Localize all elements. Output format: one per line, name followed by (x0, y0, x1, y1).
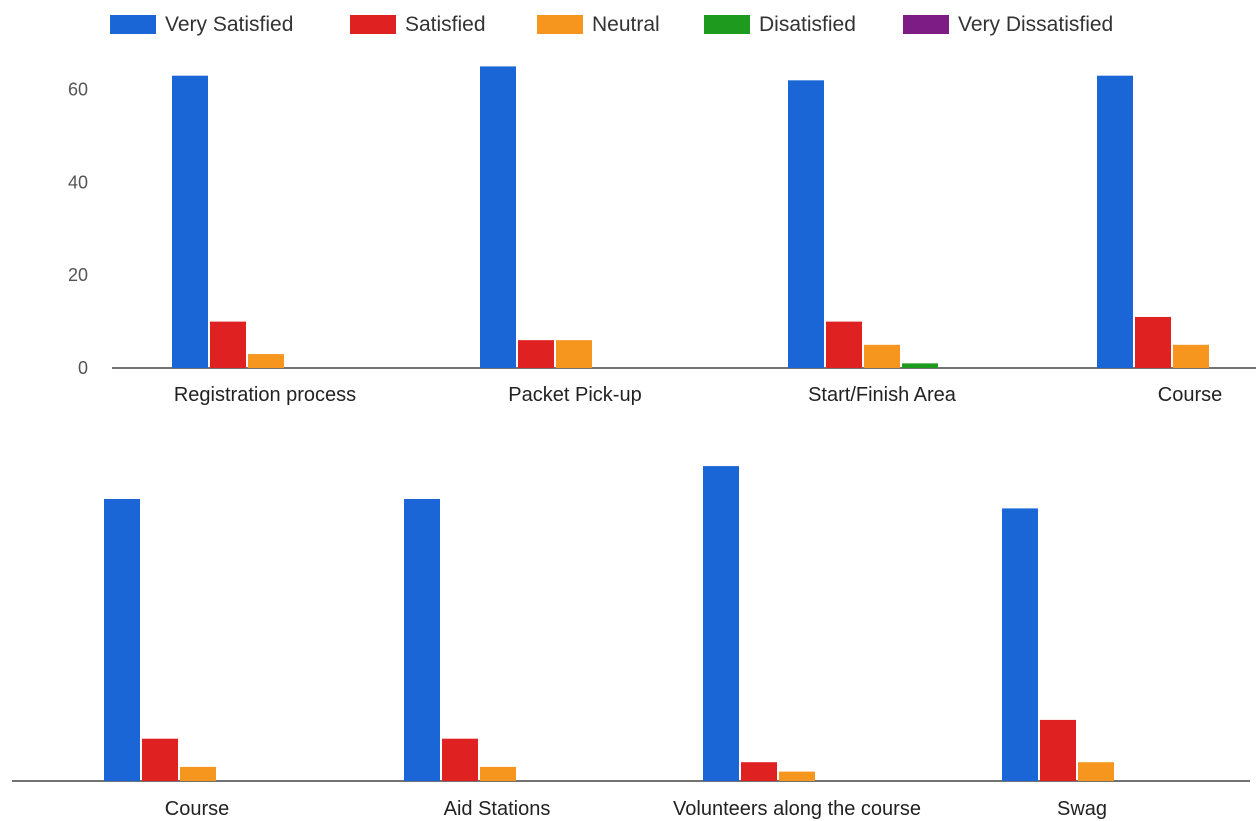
bar-neutral-packet-pick-up (556, 340, 592, 368)
legend-swatch-very-dissatisfied (903, 15, 949, 34)
y-tick-label: 20 (68, 265, 88, 285)
bar-satisfied-course (1135, 316, 1171, 368)
bar-very-satisfied-course (1097, 75, 1133, 369)
category-label-registration-process: Registration process (174, 384, 356, 406)
category-label-aid-stations: Aid Stations (444, 798, 551, 820)
chart-panel-bottom: Course Aid Stations Volunteers along the c… (12, 466, 1250, 820)
legend: Very Satisfied Satisfied Neutral Disatisfie… (110, 13, 1113, 36)
legend-label-neutral: Neutral (592, 13, 660, 36)
bar-very-satisfied-registration-process (172, 75, 208, 369)
legend-swatch-neutral (537, 15, 583, 34)
bar-very-satisfied-start-finish-area (788, 80, 824, 368)
bar-satisfied-volunteers-along-the-course (741, 762, 777, 781)
y-tick-label: 40 (68, 172, 88, 192)
chart-panel-top: 0 20 40 60 Registration process Packet Pick-u… (68, 66, 1256, 406)
bar-very-satisfied-volunteers-along-the-course (703, 466, 739, 781)
bar-satisfied-swag (1040, 719, 1076, 781)
legend-label-very-dissatisfied: Very Dissatisfied (958, 13, 1113, 36)
bar-neutral-aid-stations (480, 766, 516, 781)
category-label-start-finish-area: Start/Finish Area (808, 384, 957, 406)
bar-neutral-start-finish-area (864, 344, 900, 368)
bar-very-satisfied-aid-stations (404, 499, 440, 781)
category-label-course: Course (165, 798, 229, 820)
y-tick-label: 60 (68, 80, 88, 100)
y-tick-label: 0 (78, 358, 88, 378)
category-label-swag: Swag (1057, 798, 1107, 820)
bar-neutral-registration-process (248, 354, 284, 368)
bar-satisfied-aid-stations (442, 738, 478, 781)
legend-swatch-satisfied (350, 15, 396, 34)
legend-label-very-satisfied: Very Satisfied (165, 13, 293, 36)
category-label-volunteers-along-the-course: Volunteers along the course (673, 798, 921, 820)
bar-satisfied-start-finish-area (826, 321, 862, 368)
bar-satisfied-registration-process (210, 321, 246, 368)
category-label-packet-pick-up: Packet Pick-up (508, 384, 641, 406)
legend-swatch-very-satisfied (110, 15, 156, 34)
category-label-course: Course (1158, 384, 1222, 406)
bar-neutral-course (1173, 344, 1209, 368)
legend-label-disatisfied: Disatisfied (759, 13, 856, 36)
bar-disatisfied-start-finish-area (902, 363, 938, 368)
bar-very-satisfied-packet-pick-up (480, 66, 516, 369)
bar-neutral-swag (1078, 762, 1114, 781)
legend-label-satisfied: Satisfied (405, 13, 486, 36)
bar-satisfied-packet-pick-up (518, 340, 554, 368)
bar-satisfied-course (142, 738, 178, 781)
bar-very-satisfied-course (104, 499, 140, 781)
bar-neutral-volunteers-along-the-course (779, 771, 815, 781)
legend-swatch-disatisfied (704, 15, 750, 34)
bar-neutral-course (180, 766, 216, 781)
bar-very-satisfied-swag (1002, 508, 1038, 781)
